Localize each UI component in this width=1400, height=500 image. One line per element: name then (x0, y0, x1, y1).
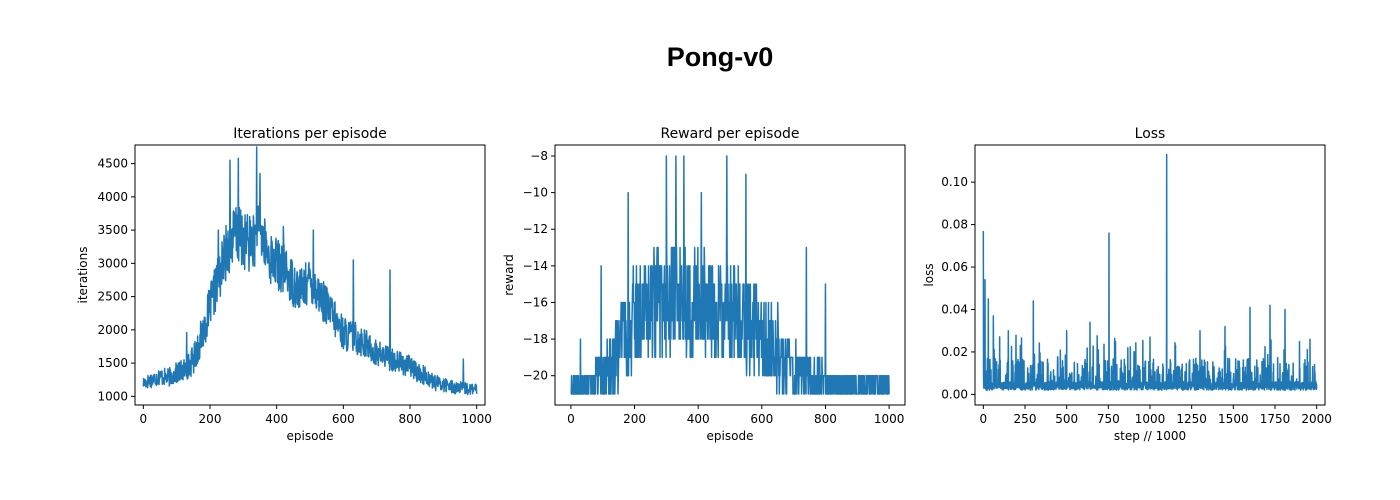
iterations-title: Iterations per episode (233, 126, 387, 142)
loss-xtick-label: 500 (1055, 412, 1078, 426)
reward-xtick-label: 800 (814, 412, 837, 426)
reward-title: Reward per episode (660, 126, 799, 142)
iterations-series-line (142, 146, 478, 396)
iterations-xtick-label: 400 (265, 412, 288, 426)
loss-xtick-label: 1500 (1218, 412, 1249, 426)
reward-axes-frame (554, 144, 906, 406)
iterations-ytick-label: 3500 (97, 223, 128, 237)
loss-xtick-label: 750 (1097, 412, 1120, 426)
loss-ytick-label: 0.06 (941, 260, 968, 274)
iterations-xtick-label: 800 (399, 412, 422, 426)
loss-xtick-label: 2000 (1301, 412, 1332, 426)
loss-ytick-label: 0.04 (941, 302, 968, 316)
iterations-xtick-label: 600 (332, 412, 355, 426)
reward-xtick-label: 1000 (874, 412, 905, 426)
reward-ytick-label: −20 (523, 369, 548, 383)
loss-panel: Loss 0 250 500 750 1000 1250 1500 1750 2000 0.00 0.… (922, 126, 1332, 443)
reward-xtick-label: 600 (750, 412, 773, 426)
reward-ytick-label: −18 (523, 332, 548, 346)
iterations-ytick-label: 1500 (97, 356, 128, 370)
iterations-xtick-label: 0 (140, 412, 148, 426)
reward-ytick-label: −16 (523, 295, 548, 309)
reward-ytick-label: −10 (523, 186, 548, 200)
iterations-axes-frame (134, 144, 486, 406)
loss-ytick-label: 0.10 (941, 175, 968, 189)
loss-xtick-label: 1750 (1260, 412, 1291, 426)
reward-ytick-label: −12 (523, 222, 548, 236)
reward-panel: Reward per episode 0 200 400 600 800 1000 −20 −1… (502, 126, 906, 443)
reward-xtick-label: 200 (623, 412, 646, 426)
loss-series-line (982, 153, 1318, 391)
reward-xtick-label: 0 (567, 412, 575, 426)
loss-ytick-label: 0.00 (941, 387, 968, 401)
loss-xtick-label: 250 (1014, 412, 1037, 426)
iterations-xlabel: episode (287, 429, 334, 443)
loss-xtick-label: 1000 (1135, 412, 1166, 426)
loss-xtick-label: 0 (980, 412, 988, 426)
reward-ytick-label: −14 (523, 259, 548, 273)
iterations-ytick-label: 1000 (97, 389, 128, 403)
figure-title: Pong-v0 (666, 42, 774, 72)
loss-title: Loss (1135, 126, 1166, 142)
loss-ytick-label: 0.02 (941, 345, 968, 359)
iterations-panel: Iterations per episode 0 200 400 600 800 1000 1… (76, 126, 492, 443)
iterations-xtick-label: 1000 (461, 412, 492, 426)
iterations-ytick-label: 4000 (97, 190, 128, 204)
iterations-ylabel: iterations (76, 247, 90, 304)
reward-ytick-label: −8 (530, 149, 548, 163)
reward-xlabel: episode (707, 429, 754, 443)
iterations-ytick-label: 2500 (97, 290, 128, 304)
loss-ytick-label: 0.08 (941, 218, 968, 232)
loss-xlabel: step // 1000 (1114, 429, 1186, 443)
reward-xtick-label: 400 (687, 412, 710, 426)
iterations-xtick-label: 200 (199, 412, 222, 426)
iterations-ytick-label: 2000 (97, 323, 128, 337)
iterations-ytick-label: 3000 (97, 256, 128, 270)
loss-xtick-label: 1250 (1176, 412, 1207, 426)
iterations-ytick-label: 4500 (97, 157, 128, 171)
reward-series-line (570, 155, 890, 395)
reward-ylabel: reward (502, 254, 516, 296)
loss-ylabel: loss (922, 263, 936, 286)
